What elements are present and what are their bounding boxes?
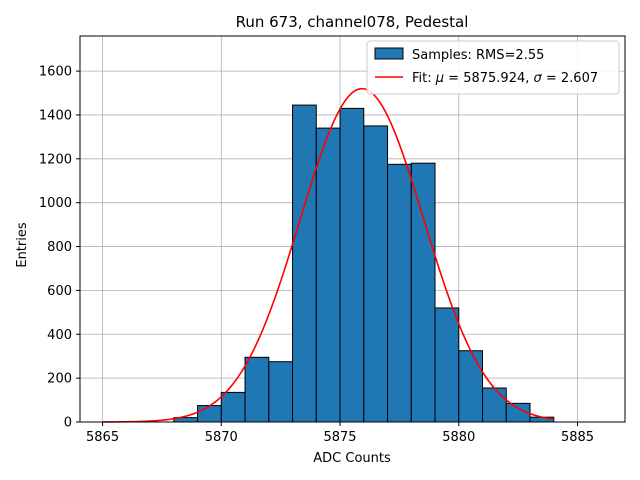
legend-samples-label: Samples: RMS=2.55 xyxy=(412,48,544,63)
y-tick-label: 1400 xyxy=(39,108,72,123)
legend-fit-label: Fit: μ = 5875.924, σ = 2.607 xyxy=(412,71,598,86)
y-tick-label: 600 xyxy=(47,284,72,299)
y-axis-ticks: 0 200 400 600 800 1000 1200 1400 1600 xyxy=(39,65,80,431)
histogram-bar xyxy=(197,405,222,423)
y-tick-label: 1000 xyxy=(39,196,72,211)
fit-curve xyxy=(102,87,554,423)
histogram-bar xyxy=(315,127,341,423)
histogram-bars xyxy=(173,104,555,423)
y-tick-label: 0 xyxy=(64,416,72,431)
x-tick-label: 5885 xyxy=(561,430,594,445)
legend-fit-sigma-symbol: σ xyxy=(534,71,543,86)
histogram-bar xyxy=(363,125,389,423)
histogram-bar xyxy=(434,307,460,423)
histogram-bar xyxy=(244,356,270,423)
chart-title: Run 673, channel078, Pedestal xyxy=(236,13,469,31)
x-tick-label: 5870 xyxy=(205,430,238,445)
x-axis-ticks: 5865 5870 5875 5880 5885 xyxy=(86,422,594,445)
x-tick-label: 5880 xyxy=(442,430,475,445)
histogram-bar xyxy=(268,361,294,423)
y-axis-label: Entries xyxy=(15,222,30,268)
histogram-bar xyxy=(292,104,317,423)
y-tick-label: 200 xyxy=(47,372,72,387)
y-tick-label: 1600 xyxy=(39,65,72,80)
legend-fit-prefix: Fit: xyxy=(412,71,436,86)
plot-frame xyxy=(79,35,626,423)
histogram-bar xyxy=(410,162,436,423)
x-axis-label: ADC Counts xyxy=(313,451,391,466)
histogram-bar xyxy=(339,107,365,423)
histogram-bar xyxy=(387,163,412,423)
y-tick-label: 400 xyxy=(47,328,72,343)
y-tick-label: 1200 xyxy=(39,152,72,167)
legend-fit-mu-value: = 5875.924, xyxy=(444,71,533,86)
legend-fit-mu-symbol: μ xyxy=(435,71,444,86)
histogram-bar xyxy=(220,391,246,423)
histogram-bar xyxy=(458,350,484,423)
x-tick-label: 5865 xyxy=(86,430,119,445)
legend-fit-sigma-value: = 2.607 xyxy=(542,71,598,86)
legend-box xyxy=(366,40,620,95)
y-tick-label: 800 xyxy=(47,240,72,255)
legend: Samples: RMS=2.55 Fit: μ = 5875.924, σ =… xyxy=(366,40,620,95)
legend-samples-swatch xyxy=(374,47,404,60)
x-tick-label: 5875 xyxy=(323,430,356,445)
histogram-bar xyxy=(482,387,507,423)
